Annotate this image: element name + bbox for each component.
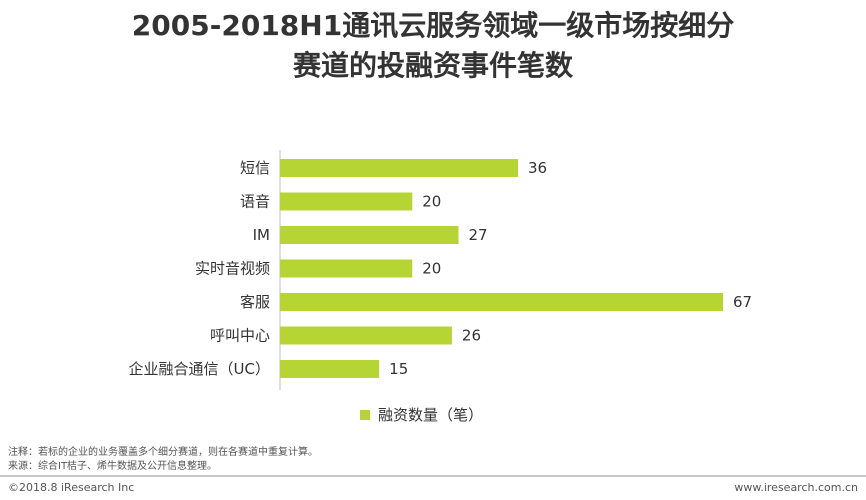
data-label: 15	[389, 360, 408, 378]
note-line-1: 注释：若标的企业的业务覆盖多个细分赛道，则在各赛道中重复计算。	[8, 447, 318, 458]
bar	[280, 259, 413, 278]
category-label: 客服	[240, 293, 270, 311]
chart-title-line-2: 赛道的投融资事件笔数	[292, 49, 573, 82]
bars-group: 短信 36 语音 20 IM 27 实时音视频 20 客服 67 呼叫中心 26 企业融合通信（UC） 1…	[129, 159, 752, 378]
footer-website: www.iresearch.com.cn	[734, 481, 858, 494]
data-label: 36	[528, 159, 547, 177]
data-label: 27	[469, 226, 488, 244]
bar	[280, 293, 723, 311]
data-label: 20	[422, 260, 441, 278]
bar	[280, 226, 459, 244]
footer-divider	[0, 475, 866, 477]
category-label: 企业融合通信（UC）	[129, 360, 270, 378]
data-label: 20	[422, 193, 441, 211]
notes: 注释：若标的企业的业务覆盖多个细分赛道，则在各赛道中重复计算。 来源：综合IT桔…	[8, 446, 318, 474]
legend: 融资数量（笔）	[360, 404, 483, 425]
data-label: 67	[733, 293, 752, 311]
legend-label: 融资数量（笔）	[378, 406, 484, 424]
bar-chart: 短信 36 语音 20 IM 27 实时音视频 20 客服 67 呼叫中心 26 企业融合通信（UC） 1…	[129, 150, 752, 390]
bar	[280, 326, 452, 345]
category-label: 呼叫中心	[210, 327, 270, 345]
chart-title-line-1: 2005-2018H1通讯云服务领域一级市场按细分	[131, 9, 735, 42]
category-label: 实时音视频	[195, 260, 270, 278]
footer-copyright: ©2018.8 iResearch Inc	[8, 481, 135, 494]
data-label: 26	[462, 327, 481, 345]
category-label: 语音	[240, 193, 270, 211]
legend-swatch	[360, 409, 370, 420]
bar	[280, 159, 519, 177]
note-line-2: 来源：综合IT桔子、烯牛数据及公开信息整理。	[8, 461, 218, 472]
bar	[280, 360, 380, 378]
category-label: IM	[253, 226, 270, 244]
category-label: 短信	[240, 159, 270, 177]
chart-title: 2005-2018H1通讯云服务领域一级市场按细分 赛道的投融资事件笔数	[0, 6, 866, 86]
bar	[280, 192, 413, 211]
